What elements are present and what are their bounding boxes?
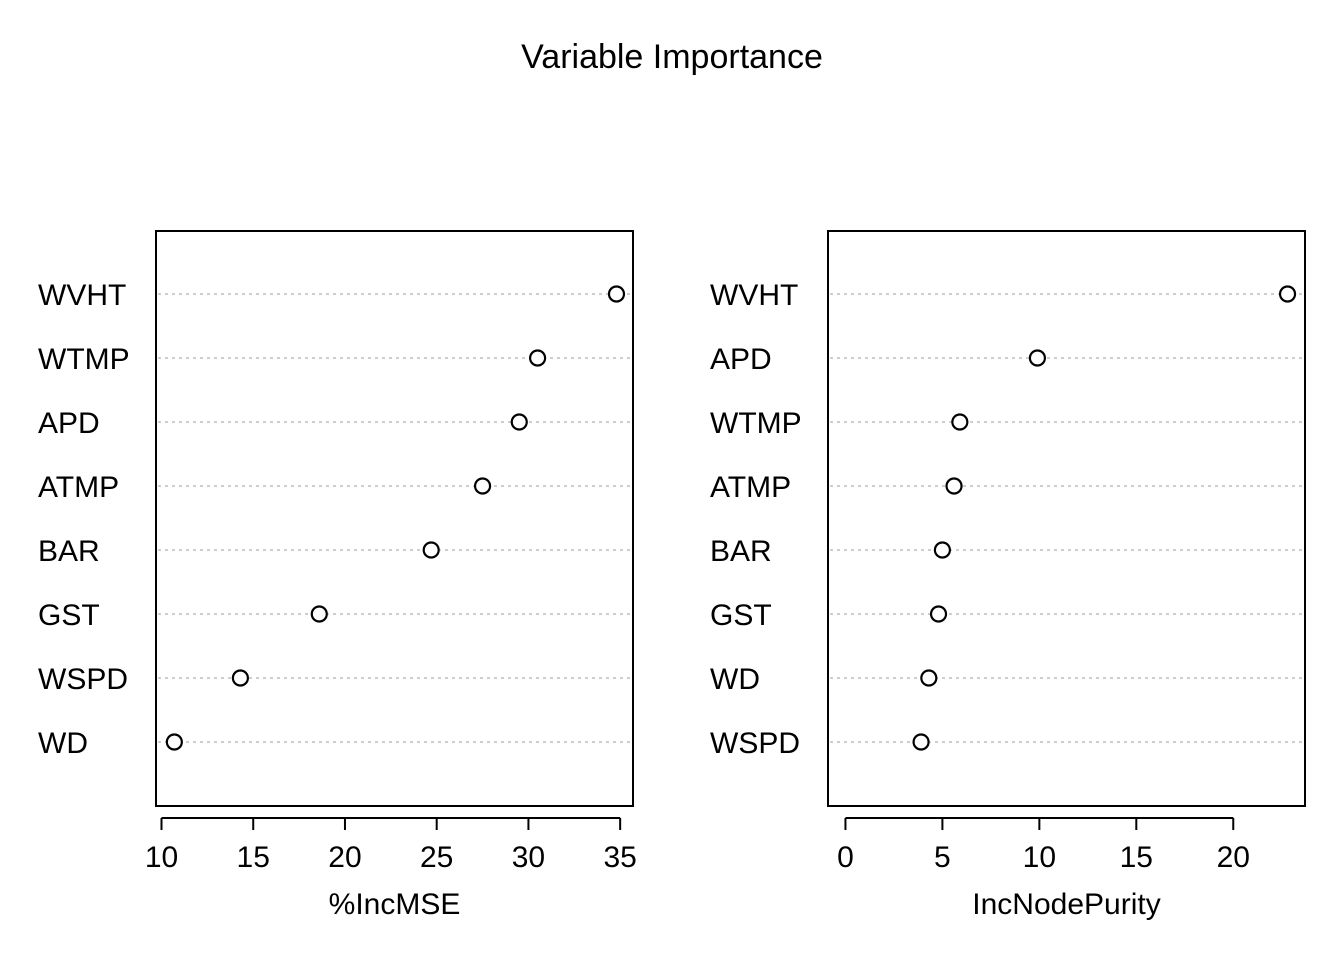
x-tick-label: 15 [1120, 841, 1153, 874]
x-tick-label: 10 [145, 841, 178, 874]
data-point [528, 349, 547, 367]
data-point [951, 413, 969, 431]
row-label: BAR [710, 535, 772, 568]
data-point [1028, 349, 1047, 367]
plot-frame [827, 230, 1306, 807]
row-label: APD [38, 407, 100, 440]
data-point [310, 605, 328, 623]
data-point [422, 541, 440, 559]
data-point [231, 669, 249, 687]
x-tick-label: 20 [328, 841, 361, 874]
row-label: WSPD [710, 727, 800, 760]
data-point [945, 477, 963, 495]
chart-title: Variable Importance [521, 38, 823, 76]
row-label: ATMP [710, 471, 791, 504]
data-point [510, 413, 528, 431]
row-label: WSPD [38, 663, 128, 696]
x-tick-label: 30 [512, 841, 545, 874]
x-axis-label: IncNodePurity [972, 888, 1160, 921]
x-tick-label: 20 [1217, 841, 1250, 874]
x-tick-label: 25 [420, 841, 453, 874]
row-label: GST [38, 599, 100, 632]
x-tick-label: 5 [934, 841, 951, 874]
row-label: APD [710, 343, 772, 376]
row-label: WTMP [38, 343, 130, 376]
data-point [920, 669, 938, 687]
data-point [607, 285, 626, 303]
panel-2: WVHT APD WTMP ATMP BAR GST WD WSPD 0 5 10 15 20 IncNo… [710, 230, 1306, 921]
x-tick-label: 10 [1023, 841, 1056, 874]
row-label: ATMP [38, 471, 119, 504]
data-point [912, 733, 930, 751]
data-point [165, 733, 183, 751]
row-label: WVHT [710, 279, 798, 312]
data-point [473, 477, 492, 495]
data-point [1278, 285, 1297, 303]
data-point [933, 541, 952, 559]
row-label: BAR [38, 535, 100, 568]
x-axis-label: %IncMSE [329, 888, 461, 921]
row-label: WVHT [38, 279, 126, 312]
data-point [929, 605, 948, 623]
x-tick-label: 15 [237, 841, 270, 874]
row-label: WD [710, 663, 760, 696]
x-tick-label: 0 [837, 841, 854, 874]
x-tick-label: 35 [603, 841, 636, 874]
panels: WVHT WTMP APD ATMP BAR GST WSPD WD 10 15 20 25 30 35%… [38, 230, 1306, 921]
panel-1: WVHT WTMP APD ATMP BAR GST WSPD WD 10 15 20 25 30 35%… [38, 230, 637, 921]
row-label: WD [38, 727, 88, 760]
plot-frame [155, 230, 634, 807]
row-label: WTMP [710, 407, 802, 440]
row-label: GST [710, 599, 772, 632]
